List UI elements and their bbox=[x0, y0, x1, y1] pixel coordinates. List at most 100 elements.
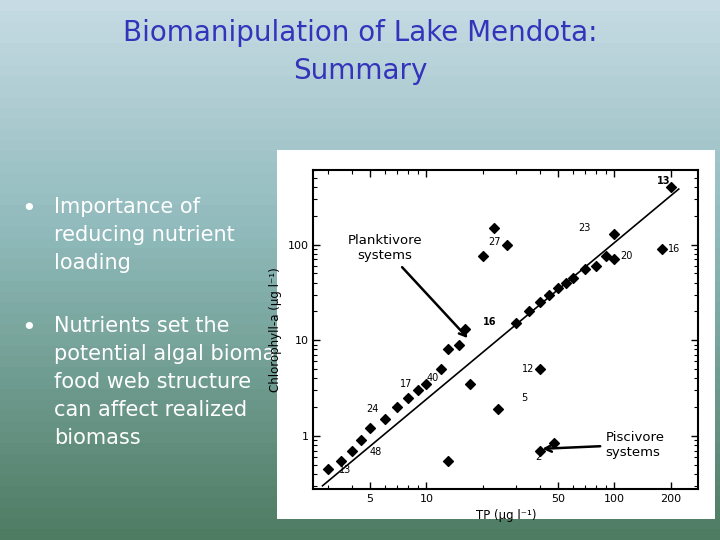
Text: Nutrients set the
potential algal biomass,
food web structure
can affect realize: Nutrients set the potential algal biomas… bbox=[54, 316, 304, 448]
Text: 27: 27 bbox=[488, 237, 500, 247]
Point bbox=[657, 245, 668, 253]
Text: Planktivore
systems: Planktivore systems bbox=[347, 234, 466, 336]
Point bbox=[412, 386, 423, 395]
Bar bbox=[0, 140, 720, 151]
Point bbox=[489, 224, 500, 232]
Bar bbox=[0, 0, 720, 11]
Bar bbox=[0, 356, 720, 367]
Bar bbox=[0, 324, 720, 335]
Y-axis label: Chlorophyll-a (µg l⁻¹): Chlorophyll-a (µg l⁻¹) bbox=[269, 267, 282, 392]
Bar bbox=[0, 281, 720, 292]
Text: Biomanipulation of Lake Mendota:: Biomanipulation of Lake Mendota: bbox=[122, 19, 598, 47]
Point bbox=[436, 364, 447, 373]
Point bbox=[567, 273, 578, 282]
Point bbox=[552, 284, 564, 293]
X-axis label: TP (µg l⁻¹): TP (µg l⁻¹) bbox=[475, 509, 536, 522]
Bar bbox=[0, 238, 720, 248]
Bar bbox=[0, 108, 720, 119]
Bar bbox=[0, 259, 720, 270]
Point bbox=[364, 424, 376, 433]
Bar bbox=[0, 227, 720, 238]
Point bbox=[392, 403, 403, 411]
Point bbox=[402, 394, 414, 402]
Point bbox=[346, 447, 357, 455]
Bar bbox=[0, 432, 720, 443]
Point bbox=[534, 447, 545, 455]
Point bbox=[323, 465, 334, 474]
Point bbox=[442, 345, 454, 354]
Bar bbox=[0, 421, 720, 432]
Point bbox=[510, 319, 522, 328]
Bar bbox=[0, 313, 720, 324]
Bar bbox=[0, 65, 720, 76]
Point bbox=[420, 380, 432, 388]
Point bbox=[590, 261, 602, 270]
Point bbox=[544, 290, 555, 299]
Text: 2: 2 bbox=[536, 453, 541, 462]
Point bbox=[335, 456, 346, 465]
Bar bbox=[0, 162, 720, 173]
Point bbox=[559, 278, 571, 287]
Point bbox=[379, 415, 390, 423]
Bar bbox=[0, 130, 720, 140]
Text: 12: 12 bbox=[521, 364, 534, 374]
Text: •: • bbox=[22, 197, 36, 221]
Bar bbox=[0, 54, 720, 65]
Text: •: • bbox=[22, 316, 36, 340]
Point bbox=[464, 380, 475, 388]
Bar bbox=[0, 248, 720, 259]
Bar bbox=[0, 454, 720, 464]
Text: 5: 5 bbox=[521, 393, 528, 403]
Point bbox=[492, 405, 503, 414]
FancyBboxPatch shape bbox=[277, 150, 715, 519]
Text: Importance of
reducing nutrient
loading: Importance of reducing nutrient loading bbox=[54, 197, 235, 273]
Bar bbox=[0, 76, 720, 86]
Point bbox=[523, 307, 534, 316]
Bar bbox=[0, 389, 720, 400]
Point bbox=[459, 325, 470, 334]
Bar bbox=[0, 346, 720, 356]
Bar bbox=[0, 184, 720, 194]
Bar bbox=[0, 443, 720, 454]
Bar bbox=[0, 367, 720, 378]
Bar bbox=[0, 22, 720, 32]
Text: Summary: Summary bbox=[293, 57, 427, 85]
Bar bbox=[0, 32, 720, 43]
Point bbox=[534, 298, 545, 306]
Text: 13: 13 bbox=[339, 465, 351, 475]
Bar bbox=[0, 302, 720, 313]
Bar bbox=[0, 86, 720, 97]
Point bbox=[442, 456, 454, 465]
Point bbox=[356, 436, 367, 444]
Bar bbox=[0, 97, 720, 108]
Text: 17: 17 bbox=[400, 379, 412, 389]
Point bbox=[665, 183, 677, 191]
Bar bbox=[0, 119, 720, 130]
Point bbox=[608, 255, 620, 264]
Point bbox=[477, 252, 489, 261]
Text: Piscivore
systems: Piscivore systems bbox=[545, 431, 665, 458]
Text: 23: 23 bbox=[578, 222, 590, 233]
Bar bbox=[0, 497, 720, 508]
Bar bbox=[0, 475, 720, 486]
Text: 16: 16 bbox=[668, 244, 680, 254]
Bar bbox=[0, 508, 720, 518]
Bar bbox=[0, 216, 720, 227]
Text: 13: 13 bbox=[657, 177, 670, 186]
Text: 16: 16 bbox=[483, 318, 497, 327]
Point bbox=[549, 438, 560, 447]
Bar bbox=[0, 205, 720, 216]
Bar bbox=[0, 173, 720, 184]
Bar bbox=[0, 529, 720, 540]
Bar bbox=[0, 486, 720, 497]
Point bbox=[534, 364, 545, 373]
Bar bbox=[0, 464, 720, 475]
Text: 40: 40 bbox=[426, 373, 438, 383]
Text: 24: 24 bbox=[366, 404, 379, 414]
Point bbox=[580, 265, 591, 274]
Text: 20: 20 bbox=[620, 252, 632, 261]
Point bbox=[502, 240, 513, 249]
Bar bbox=[0, 400, 720, 410]
Bar bbox=[0, 43, 720, 54]
Bar bbox=[0, 378, 720, 389]
